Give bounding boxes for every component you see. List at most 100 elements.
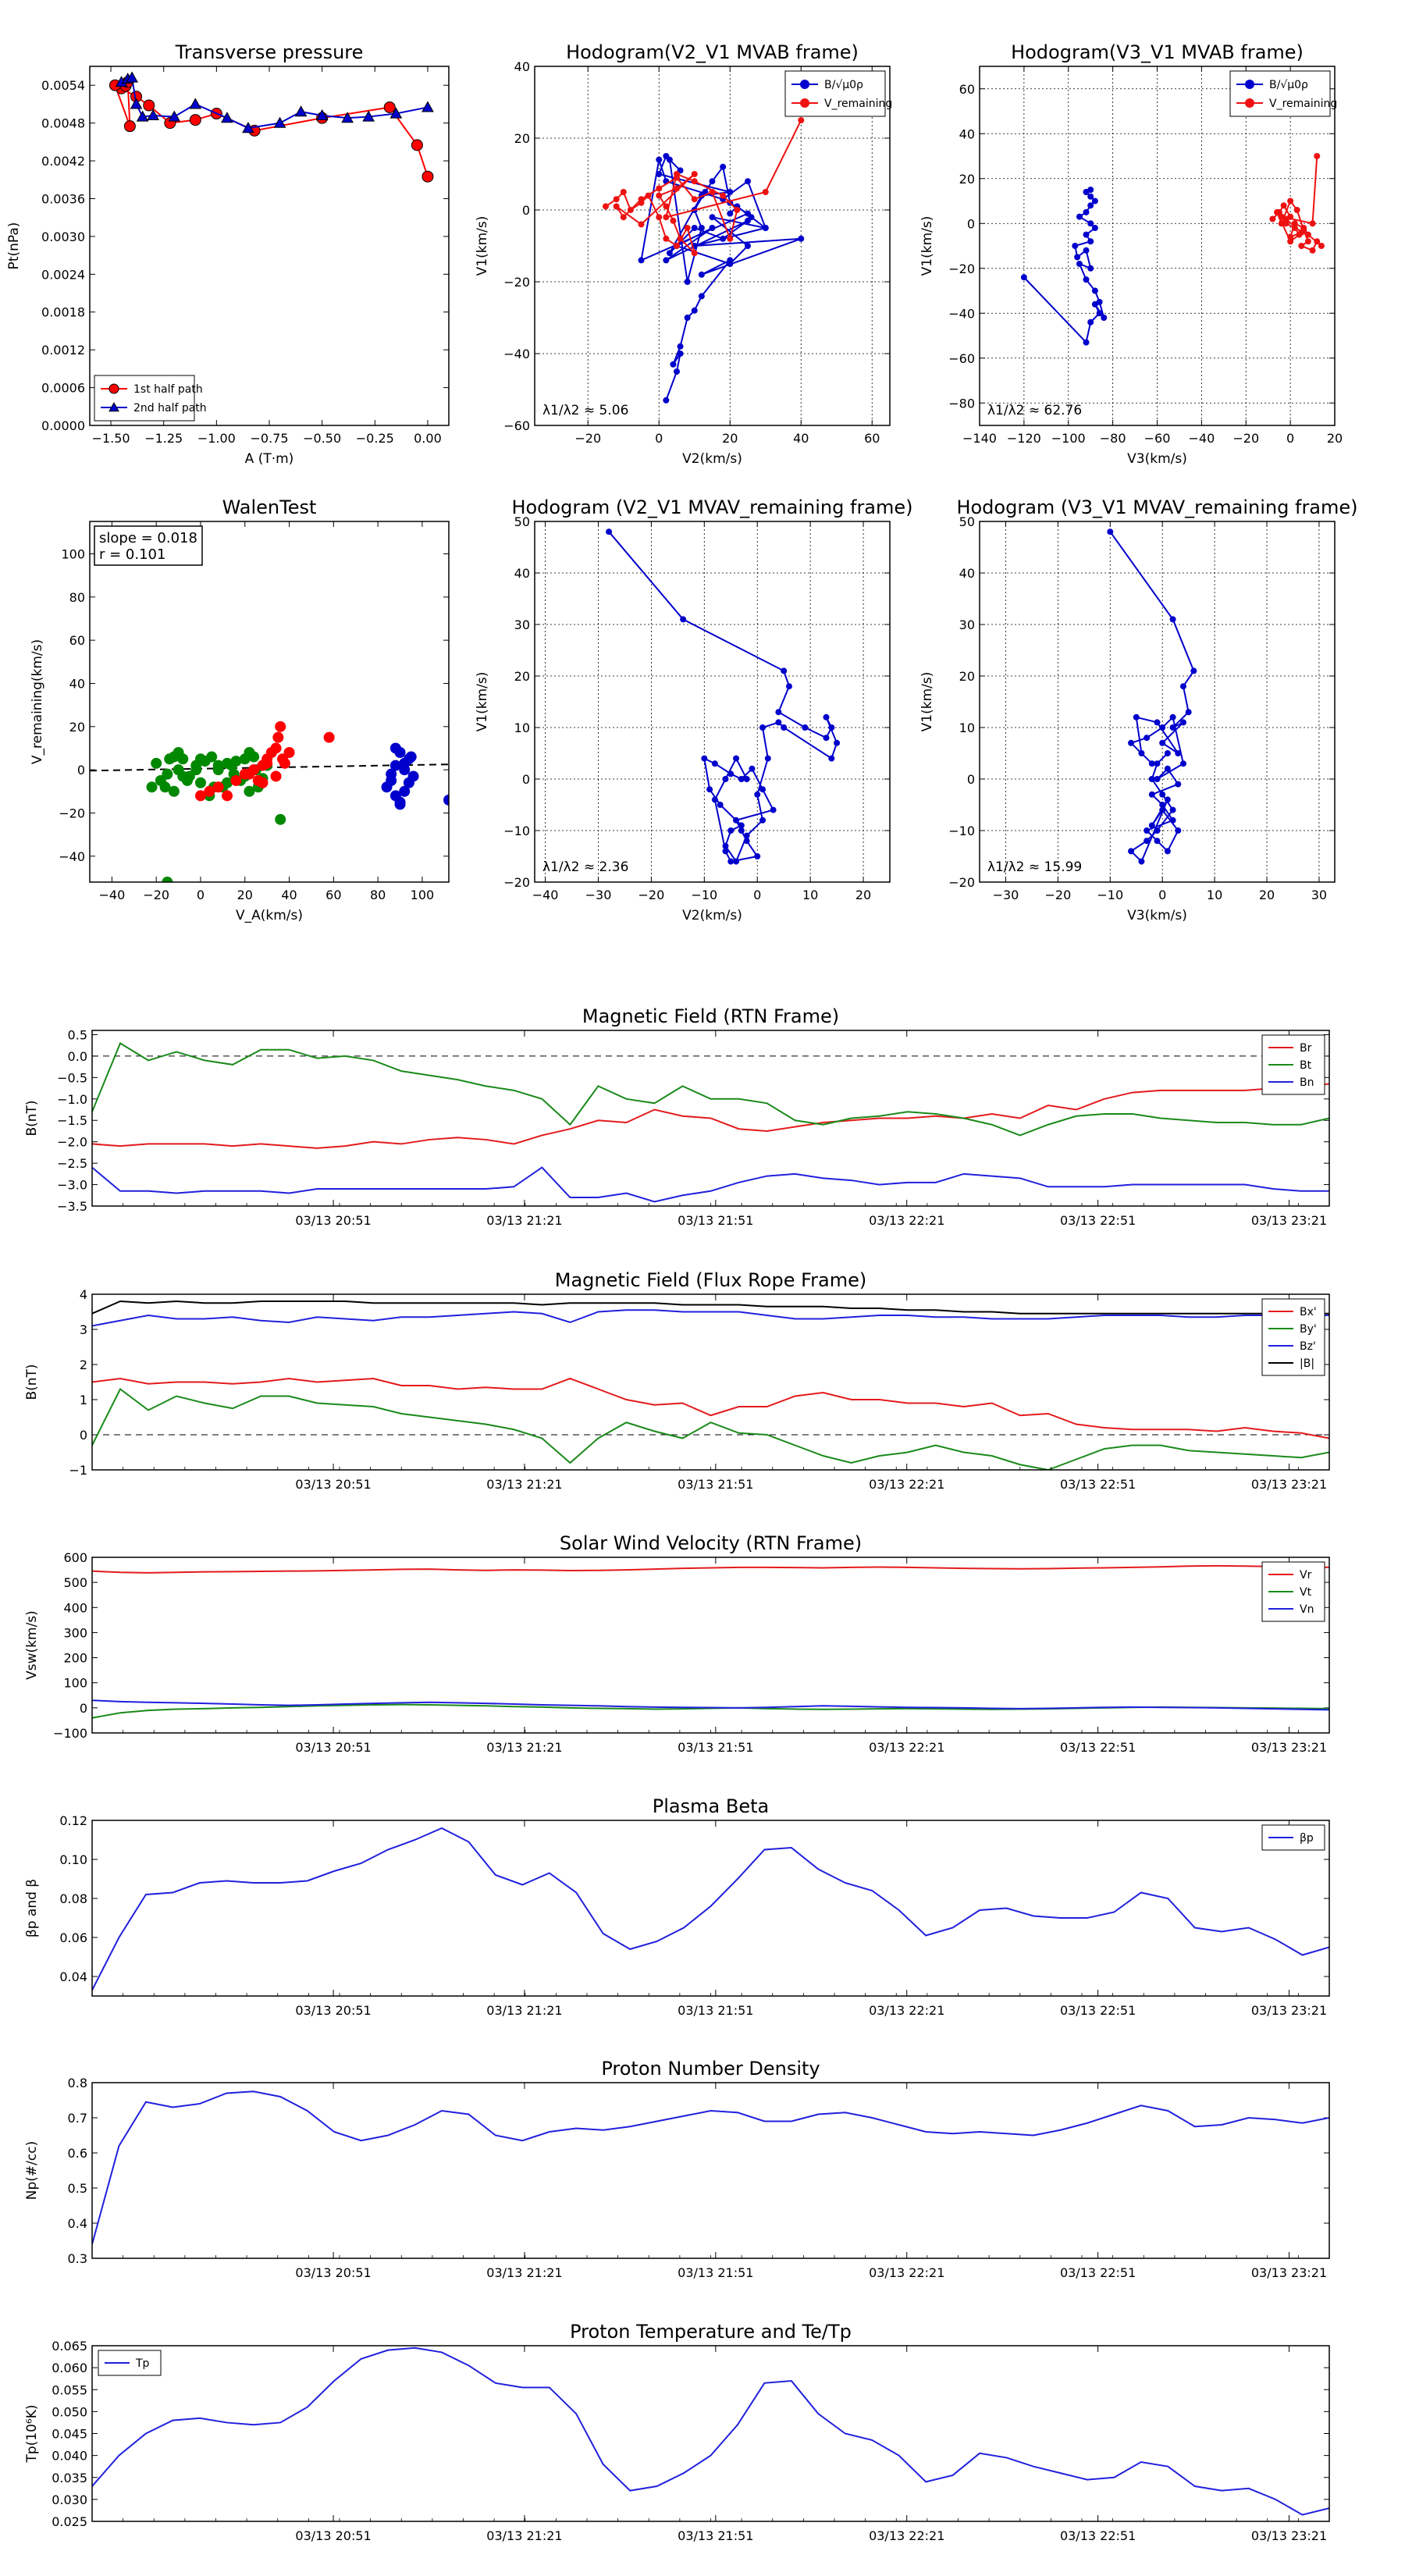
data-point <box>613 203 620 210</box>
chart-title: Magnetic Field (Flux Rope Frame) <box>555 1269 866 1291</box>
data-point <box>1282 220 1289 227</box>
data-point <box>709 178 716 185</box>
time-tick-label: 03/13 21:21 <box>486 1213 562 1228</box>
data-point <box>828 724 835 731</box>
x-tick-label: 20 <box>855 888 871 902</box>
y-tick-label: −60 <box>503 418 530 433</box>
data-point <box>108 383 119 394</box>
chart-6: Magnetic Field (RTN Frame) −3.5 −3.0 −2.5 −2… <box>24 1005 1330 1228</box>
data-point <box>1148 822 1155 829</box>
data-point <box>722 848 729 855</box>
y-tick-label: −40 <box>59 849 85 864</box>
data-point <box>1083 339 1090 346</box>
plot-frame <box>89 521 450 883</box>
data-point <box>1138 858 1145 865</box>
legend-label: 1st half path <box>133 383 203 396</box>
data-point <box>1154 719 1161 726</box>
data-point <box>775 719 782 726</box>
data-point <box>1144 735 1151 742</box>
legend-label: Bn <box>1300 1076 1314 1089</box>
time-tick-label: 03/13 23:21 <box>1251 2003 1327 2018</box>
y-tick-label: 0.045 <box>52 2427 87 2442</box>
data-point <box>645 192 652 199</box>
data-point <box>159 781 171 793</box>
y-tick-label: 0.7 <box>68 2111 87 2126</box>
x-axis-label: V3(km/s) <box>1127 451 1187 467</box>
data-point <box>1269 215 1276 222</box>
time-tick-label: 03/13 21:51 <box>678 2528 753 2543</box>
data-point <box>1169 616 1176 623</box>
data-point <box>691 171 698 177</box>
data-point <box>1148 760 1155 767</box>
y-tick-label: 80 <box>69 590 85 605</box>
data-point <box>1154 827 1161 834</box>
data-point <box>1087 318 1094 326</box>
data-point <box>1091 287 1098 294</box>
data-point <box>162 768 173 780</box>
data-point <box>684 225 691 231</box>
data-point <box>1074 254 1081 261</box>
x-tick-label: −60 <box>1144 431 1171 446</box>
time-tick-label: 03/13 21:21 <box>486 1477 562 1492</box>
time-tick-label: 03/13 20:51 <box>295 2265 371 2280</box>
x-tick-label: 40 <box>793 431 809 446</box>
data-point <box>1087 187 1094 194</box>
data-point <box>1159 739 1166 746</box>
data-point <box>666 250 673 257</box>
series-line-0 <box>92 2347 1329 2516</box>
x-tick-label: 20 <box>1327 431 1343 446</box>
y-tick-label: 2 <box>80 1357 87 1372</box>
data-point <box>1154 776 1161 782</box>
data-point <box>798 235 805 242</box>
x-tick-label: 20 <box>237 888 253 902</box>
annotation-line: r = 0.101 <box>99 546 165 563</box>
data-point <box>1318 243 1325 249</box>
time-tick-label: 03/13 21:21 <box>486 1740 562 1755</box>
y-tick-label: 0.0012 <box>41 343 85 358</box>
data-point <box>1245 80 1254 89</box>
y-tick-label: 4 <box>80 1287 87 1302</box>
data-point <box>399 785 411 797</box>
x-axis-label: A (T·m) <box>245 451 294 467</box>
data-point <box>151 757 162 769</box>
legend-label: Bt <box>1300 1059 1312 1072</box>
ratio-annotation: λ1/λ2 ≈ 5.06 <box>542 403 628 418</box>
data-point <box>411 139 423 151</box>
data-point <box>638 196 645 203</box>
series-line-0 <box>608 531 838 863</box>
x-tick-label: 0.00 <box>414 431 442 446</box>
data-point <box>230 774 242 786</box>
data-point <box>727 235 734 242</box>
data-point <box>315 109 329 121</box>
x-tick-label: −40 <box>532 888 559 902</box>
data-point <box>252 774 264 786</box>
data-point <box>620 214 627 221</box>
data-point <box>743 838 750 845</box>
y-axis-label: B(nT) <box>24 1364 40 1400</box>
legend: βp <box>1261 1824 1325 1851</box>
data-point <box>279 757 290 769</box>
data-point <box>823 735 830 742</box>
y-tick-label: 20 <box>69 720 85 735</box>
y-axis-label: V1(km/s) <box>919 216 935 276</box>
data-point <box>720 192 727 199</box>
chart-title: Transverse pressure <box>175 41 364 63</box>
data-point <box>1175 781 1182 788</box>
y-tick-label: 0.0054 <box>41 78 85 93</box>
data-point <box>394 799 406 810</box>
data-point <box>1245 98 1254 108</box>
x-tick-label: −20 <box>143 888 169 902</box>
y-tick-label: −100 <box>53 1726 87 1741</box>
plot-area <box>92 2090 1329 2245</box>
time-tick-label: 03/13 21:21 <box>486 2265 562 2280</box>
data-point <box>1144 827 1151 834</box>
data-point <box>1278 213 1285 220</box>
data-point <box>126 71 138 83</box>
data-point <box>691 196 698 203</box>
y-tick-label: 0.6 <box>68 2146 87 2161</box>
data-point <box>222 790 233 802</box>
x-tick-label: 80 <box>370 888 386 902</box>
data-point <box>1179 683 1186 690</box>
series-line-0 <box>92 1564 1329 1574</box>
data-point <box>1083 231 1090 238</box>
